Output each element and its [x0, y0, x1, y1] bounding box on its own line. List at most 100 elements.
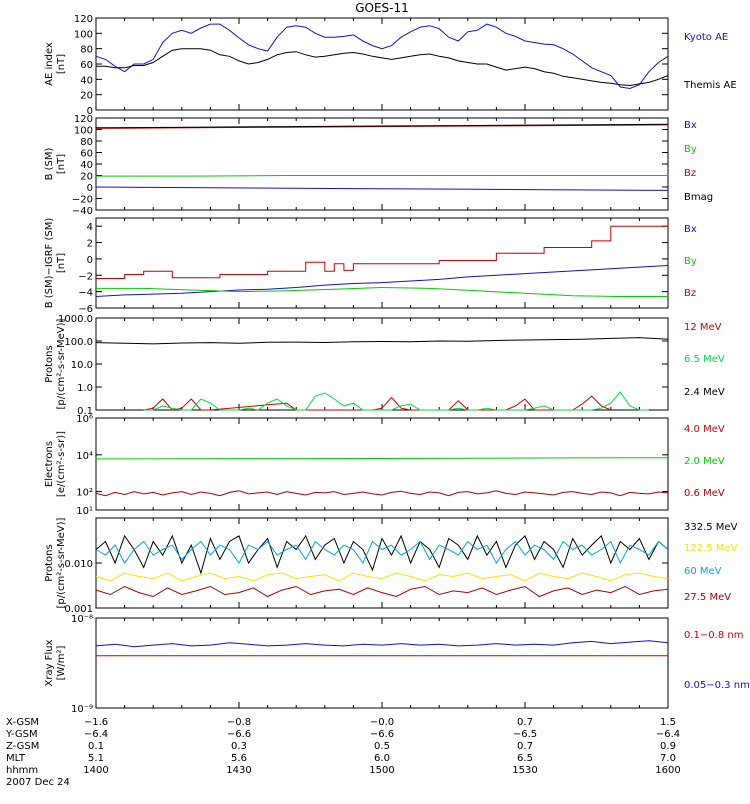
legend-entry: 60 MeV	[684, 566, 722, 577]
y-axis-label: [nT]	[56, 54, 67, 74]
y-tick-label: 10⁴	[76, 451, 93, 462]
panel-6: 0.001 0.010 Protons [p/(cm²-s-sr-MeV)] 332.5…	[44, 517, 738, 615]
panel-frame	[95, 417, 669, 511]
y-tick-label: 10¹	[76, 506, 93, 517]
y-axis-label: Protons	[44, 345, 55, 382]
series-line	[96, 175, 668, 177]
series-line	[95, 265, 669, 297]
legend-entry: Bz	[684, 288, 696, 299]
y-tick-label: 10⁶	[76, 414, 93, 425]
panel-4: 0.1 1.0 10.0 100.0 1000.0 Protons [p/(cm²-s-sr…	[44, 314, 725, 417]
series-line	[95, 124, 669, 129]
x-axis-value: 0.3	[231, 741, 247, 752]
legend-entry: 0.6 MeV	[684, 488, 725, 499]
panel-frame	[95, 617, 669, 709]
y-axis-label: [p/(cm²-s-sr-MeV)]	[56, 517, 67, 608]
series-line	[95, 337, 669, 345]
x-axis-value: 5.1	[88, 753, 104, 764]
x-axis-value: 6.5	[517, 753, 533, 764]
y-axis-label: AE index	[44, 42, 55, 86]
y-tick-label: 80	[80, 137, 93, 148]
x-axis-value: 1500	[369, 765, 394, 776]
y-tick-label: 1.0	[77, 383, 93, 394]
x-axis-value: 7.0	[660, 753, 676, 764]
x-axis-value: 0.9	[660, 741, 676, 752]
y-tick-label: 100.0	[64, 337, 93, 348]
x-axis-row-label: X-GSM	[6, 717, 39, 728]
y-tick-label: 10.0	[71, 360, 93, 371]
legend-entry: 12 MeV	[684, 322, 722, 333]
y-tick-label: 10⁻⁹	[71, 704, 93, 715]
y-axis-label: [p/(cm²-s-sr-MeV)]	[56, 318, 67, 409]
x-axis-value: −6.4	[656, 729, 680, 740]
x-axis-value: −6.4	[84, 729, 108, 740]
series-line	[95, 572, 669, 582]
panel-7: 10⁻⁹ 10⁻⁸ Xray Flux [W/m²] 0.1−0.8 nm 0.05−0.…	[44, 614, 750, 715]
x-axis-value: 0.7	[517, 717, 533, 728]
y-tick-label: −4	[78, 288, 93, 299]
y-axis-label: [nT]	[56, 154, 67, 174]
series-line	[96, 48, 669, 87]
series-line	[95, 457, 669, 460]
series-line	[95, 490, 669, 497]
x-axis-value: 1.5	[660, 717, 676, 728]
panel-3: −6 −4 −2 0 2 4 B (SM)−IGRF (SM) [nT] Bx By Bz	[44, 217, 697, 315]
x-axis-value: 0.5	[374, 741, 390, 752]
legend-entry: 2.0 MeV	[684, 456, 725, 467]
series-line	[95, 640, 669, 648]
y-tick-label: −6	[78, 304, 93, 315]
panel-1: 0 20 40 60 80 100 120 AE index [nT] Kyoto AE Themi…	[44, 14, 737, 117]
legend-entry: Themis AE	[683, 80, 737, 91]
y-axis-label: B (SM)	[44, 147, 55, 180]
legend-entry: Bmag	[684, 192, 713, 203]
x-axis-value: 0.7	[517, 741, 533, 752]
x-axis-value: 1530	[512, 765, 537, 776]
y-tick-label: 1000.0	[58, 314, 93, 325]
y-tick-label: 80	[80, 45, 93, 56]
x-axis-value: 0.1	[88, 741, 104, 752]
chart-title: GOES-11	[355, 1, 409, 15]
legend-entry: 2.4 MeV	[684, 387, 725, 398]
series-line	[96, 286, 668, 297]
legend-entry: 6.5 MeV	[684, 354, 725, 365]
y-tick-label: 4	[87, 222, 93, 233]
x-axis-value: −6.6	[227, 729, 251, 740]
x-axis-row-label: hhmm	[6, 765, 38, 776]
y-tick-label: 120	[74, 14, 93, 25]
series-line	[96, 225, 668, 279]
x-axis-row-label: Z-GSM	[6, 741, 39, 752]
y-axis-label: Protons	[44, 544, 55, 581]
series-line	[143, 395, 611, 411]
series-line	[95, 540, 669, 565]
legend-entry: 122.5 MeV	[684, 543, 738, 554]
legend-entry: Kyoto AE	[684, 32, 728, 43]
series-line	[95, 534, 669, 575]
y-tick-label: 10²	[76, 488, 93, 499]
y-tick-label: 0.010	[64, 559, 93, 570]
y-tick-label: −20	[72, 195, 93, 206]
legend-entry: 4.0 MeV	[684, 424, 725, 435]
panel-frame	[95, 217, 669, 309]
y-tick-label: 10⁻⁸	[71, 614, 93, 625]
y-axis-label: [W/m²]	[56, 645, 67, 680]
series-line	[95, 186, 669, 191]
y-axis-label: [nT]	[56, 253, 67, 273]
x-axis-value: 1400	[83, 765, 108, 776]
y-axis-label: B (SM)−IGRF (SM)	[44, 218, 55, 309]
y-tick-label: 100	[74, 126, 93, 137]
panel-frame	[95, 17, 669, 111]
legend-entry: 27.5 MeV	[684, 592, 731, 603]
x-axis-value: −6.5	[513, 729, 537, 740]
legend-entry: Bz	[684, 168, 696, 179]
legend-entry: 332.5 MeV	[684, 522, 738, 533]
y-tick-label: 0.001	[64, 604, 93, 615]
y-tick-label: 2	[87, 239, 93, 250]
y-tick-label: −2	[78, 271, 93, 282]
y-tick-label: −40	[72, 206, 93, 217]
panel-5: 10¹ 10² 10⁴ 10⁶ Electrons [e/(cm²-s-sr)] 4.0 M…	[44, 414, 725, 517]
y-tick-label: 40	[80, 75, 93, 86]
y-tick-label: 60	[80, 149, 93, 160]
y-tick-label: 0	[87, 183, 93, 194]
